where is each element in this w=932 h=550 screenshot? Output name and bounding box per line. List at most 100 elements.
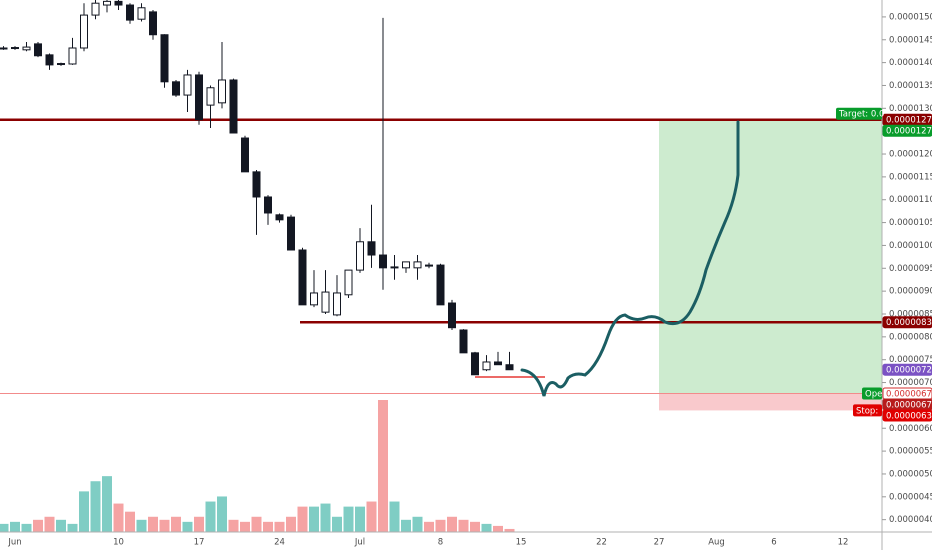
candle-body — [310, 292, 318, 306]
y-tick-label: 0.00000500 — [889, 469, 932, 479]
x-tick-label: 8 — [438, 538, 443, 548]
candle-body — [264, 196, 272, 214]
projection-curve — [520, 120, 740, 397]
y-tick-label: 0.00001050 — [889, 218, 932, 228]
candle-body — [229, 79, 238, 134]
candle-body — [57, 63, 65, 66]
y-tick-label: 0.00000450 — [889, 492, 932, 502]
volume-bar — [148, 516, 158, 532]
volume-bar — [44, 516, 55, 532]
volume-bar — [355, 506, 365, 532]
volume-bar — [0, 523, 9, 532]
volume-bar — [21, 523, 32, 532]
candle-body — [344, 269, 353, 296]
candle-body — [80, 14, 88, 49]
candle-body — [356, 241, 364, 271]
position-badge-label: Target: 0.0 — [838, 110, 884, 120]
volume-bar — [297, 506, 308, 532]
volume-bar — [194, 516, 204, 532]
volume-bar — [458, 519, 469, 532]
candle-body — [172, 81, 180, 96]
candle-body — [91, 2, 100, 16]
price-badge-label: 0.00000676 — [886, 401, 932, 411]
candle-body — [68, 47, 77, 65]
volume-bar — [33, 519, 43, 532]
candle-body — [137, 7, 146, 20]
y-tick-label: 0.00001100 — [889, 195, 932, 205]
y-tick-label: 0.00000600 — [889, 424, 932, 434]
candle-body — [367, 241, 376, 256]
y-tick-label: 0.00000950 — [889, 264, 932, 274]
volume-bar — [56, 519, 66, 532]
volume-bar — [320, 503, 331, 532]
volume-bar — [493, 525, 503, 532]
y-tick-label: 0.00001000 — [889, 241, 932, 251]
candle-body — [103, 0, 111, 6]
candle-body — [471, 352, 479, 376]
candle-body — [436, 264, 445, 306]
volume-bar — [113, 503, 124, 532]
volume-bar — [228, 519, 239, 532]
volume-bar — [205, 501, 216, 532]
price-badge-label: 0.00000728 — [886, 366, 932, 376]
candle-body — [252, 171, 261, 198]
y-tick-label: 0.00000550 — [889, 447, 932, 457]
position-badge — [862, 387, 882, 400]
volume-bar — [435, 519, 446, 532]
volume-bar — [332, 516, 342, 532]
y-tick-label: 0.00001500 — [889, 12, 932, 22]
volume-bar — [251, 516, 262, 532]
x-tick-label: 22 — [596, 538, 607, 548]
price-badge — [882, 363, 932, 376]
volume-bar — [378, 400, 388, 532]
volume-bar — [102, 476, 112, 532]
candle-body — [413, 261, 422, 269]
volume-bar — [182, 521, 193, 532]
price-badge-label: 0.00001272 — [886, 127, 932, 137]
volume-bar — [274, 521, 285, 532]
y-tick-label: 0.00000750 — [889, 355, 932, 365]
y-tick-label: 0.00000400 — [889, 515, 932, 525]
candle-body — [0, 47, 8, 50]
candle-body — [494, 361, 502, 366]
volume-bar — [240, 521, 250, 532]
candle-body — [34, 43, 42, 57]
volume-bar — [286, 516, 296, 532]
y-tick-label: 0.00001450 — [889, 35, 932, 45]
volume-bar — [263, 521, 273, 532]
volume-bar — [424, 521, 434, 532]
x-tick-label: Jun — [7, 538, 21, 548]
volume-bar — [309, 506, 319, 532]
volume-bar — [90, 481, 101, 532]
price-badge — [882, 409, 932, 422]
volume-bar — [447, 516, 457, 532]
position-badge-label: Stop: — [856, 406, 878, 416]
y-tick-label: 0.00000850 — [889, 309, 932, 319]
volume-bar — [401, 519, 411, 532]
candle-body — [390, 266, 399, 269]
volume-bar — [481, 523, 492, 532]
price-badge-label: 0.00001275 — [886, 116, 932, 126]
position-badge-label: Ope — [865, 390, 882, 400]
volume-bar — [67, 523, 78, 532]
volume-bar — [217, 496, 227, 532]
x-tick-label: 6 — [771, 538, 776, 548]
y-tick-label: 0.00000900 — [889, 287, 932, 297]
y-tick-label: 0.00000800 — [889, 332, 932, 342]
position-badge — [853, 404, 882, 417]
x-tick-label: 27 — [654, 538, 665, 548]
candle-body — [206, 87, 215, 106]
price-badge-label: 0.00000639 — [886, 412, 932, 422]
candle-body — [241, 137, 249, 173]
x-tick-label: 10 — [113, 538, 124, 548]
volume-bar — [504, 528, 515, 532]
position-badge — [836, 107, 882, 120]
volume-bar — [389, 501, 400, 532]
y-tick-label: 0.00001200 — [889, 150, 932, 160]
candle-body — [482, 361, 491, 371]
candle-body — [183, 74, 192, 96]
candle-body — [448, 302, 456, 329]
price-badge — [882, 124, 932, 137]
